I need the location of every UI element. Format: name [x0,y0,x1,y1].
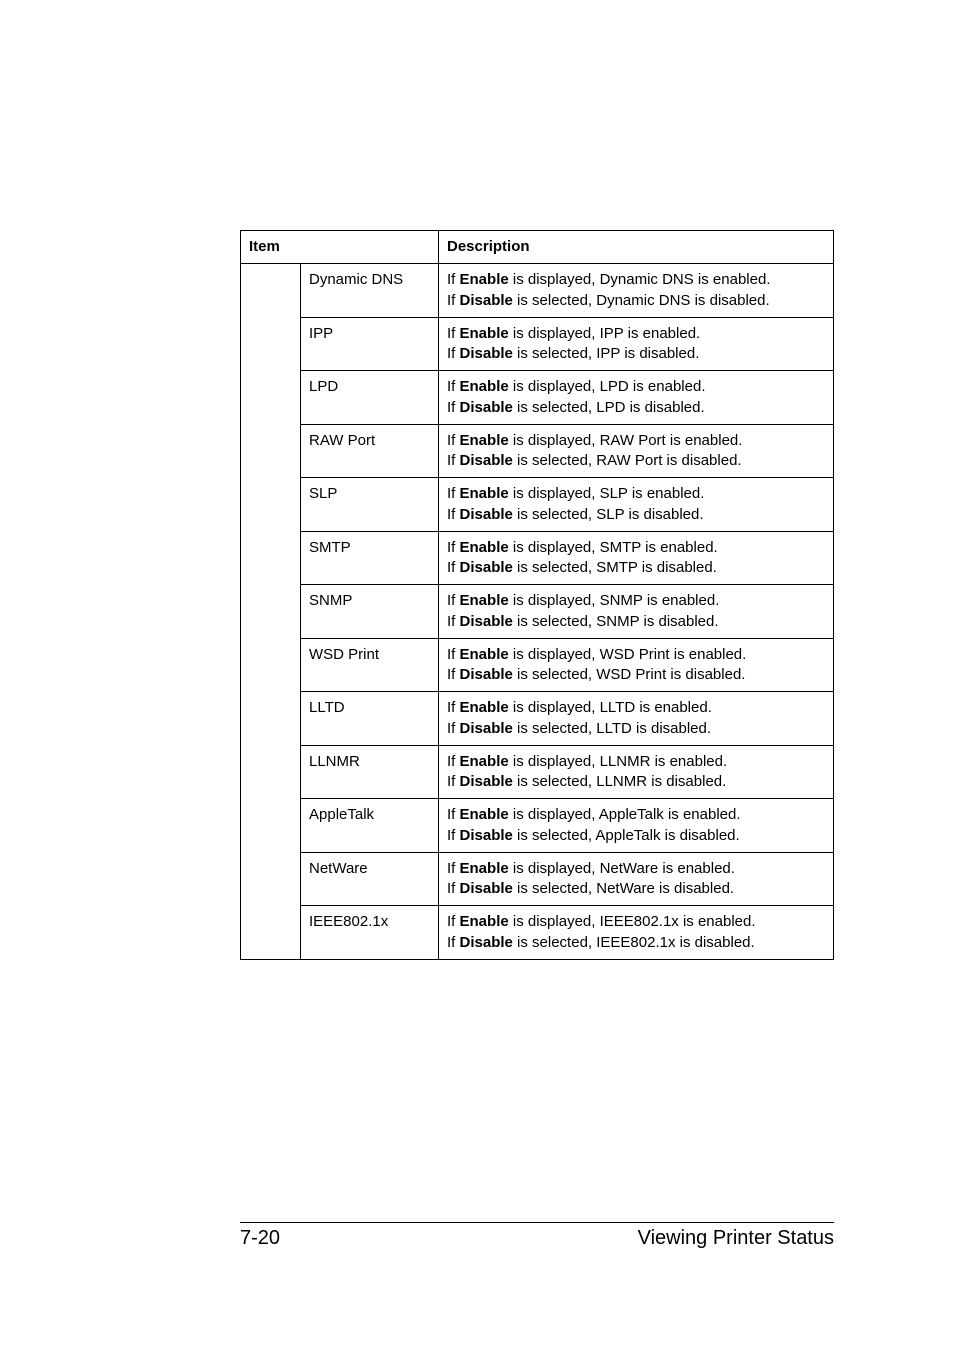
table-row-spacer [241,585,301,639]
table-row-item: RAW Port [301,424,439,478]
table-row-description: If Enable is displayed, LLTD is enabled.… [439,692,834,746]
table-row-item: AppleTalk [301,799,439,853]
footer-rule [240,1222,834,1223]
table-row-description: If Enable is displayed, LLNMR is enabled… [439,745,834,799]
page-footer: 7-20 Viewing Printer Status [240,1222,834,1250]
header-item: Item [241,231,439,264]
table-row-item: SNMP [301,585,439,639]
table-row-spacer [241,852,301,906]
footer-title: Viewing Printer Status [638,1227,834,1250]
table-row-description: If Enable is displayed, Dynamic DNS is e… [439,264,834,318]
table-row-spacer [241,799,301,853]
table-row-spacer [241,745,301,799]
table-row-item: SMTP [301,531,439,585]
table-row-spacer [241,371,301,425]
table-row-spacer [241,424,301,478]
table-row-description: If Enable is displayed, RAW Port is enab… [439,424,834,478]
settings-table: Item Description Dynamic DNSIf Enable is… [240,230,834,960]
table-row-item: Dynamic DNS [301,264,439,318]
table-row-spacer [241,478,301,532]
table-row-description: If Enable is displayed, IPP is enabled.I… [439,317,834,371]
table-row-item: NetWare [301,852,439,906]
table-row-description: If Enable is displayed, SLP is enabled.I… [439,478,834,532]
page-number: 7-20 [240,1227,280,1250]
table-row-spacer [241,264,301,318]
table-row-description: If Enable is displayed, AppleTalk is ena… [439,799,834,853]
table-row-description: If Enable is displayed, LPD is enabled.I… [439,371,834,425]
table-row-item: IEEE802.1x [301,906,439,960]
table-row-item: IPP [301,317,439,371]
table-row-spacer [241,906,301,960]
table-row-description: If Enable is displayed, NetWare is enabl… [439,852,834,906]
table-row-item: LPD [301,371,439,425]
table-row-item: LLNMR [301,745,439,799]
table-row-spacer [241,531,301,585]
table-row-description: If Enable is displayed, IEEE802.1x is en… [439,906,834,960]
table-row-description: If Enable is displayed, SMTP is enabled.… [439,531,834,585]
table-row-spacer [241,692,301,746]
table-row-description: If Enable is displayed, SNMP is enabled.… [439,585,834,639]
table-row-description: If Enable is displayed, WSD Print is ena… [439,638,834,692]
table-row-item: SLP [301,478,439,532]
table-row-item: WSD Print [301,638,439,692]
header-description: Description [439,231,834,264]
table-row-spacer [241,638,301,692]
table-row-spacer [241,317,301,371]
table-row-item: LLTD [301,692,439,746]
page-content: Item Description Dynamic DNSIf Enable is… [0,0,954,960]
